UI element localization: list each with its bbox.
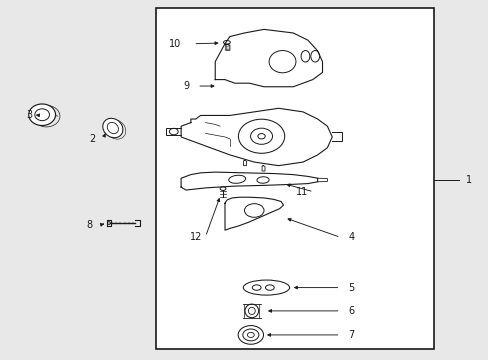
Text: 4: 4 bbox=[348, 232, 354, 242]
Text: 3: 3 bbox=[26, 111, 32, 121]
Text: 1: 1 bbox=[465, 175, 471, 185]
Text: 9: 9 bbox=[183, 81, 189, 91]
Ellipse shape bbox=[107, 122, 118, 134]
Text: 8: 8 bbox=[86, 220, 92, 230]
Bar bbox=[156, 8, 433, 348]
Ellipse shape bbox=[29, 104, 56, 126]
Text: 2: 2 bbox=[89, 134, 95, 144]
Ellipse shape bbox=[35, 109, 49, 121]
Text: 12: 12 bbox=[189, 232, 202, 242]
Text: 6: 6 bbox=[348, 306, 354, 316]
Text: 5: 5 bbox=[348, 283, 354, 293]
Text: 10: 10 bbox=[169, 39, 181, 49]
Ellipse shape bbox=[102, 118, 122, 138]
Text: 7: 7 bbox=[348, 330, 354, 340]
Text: 11: 11 bbox=[295, 187, 307, 197]
